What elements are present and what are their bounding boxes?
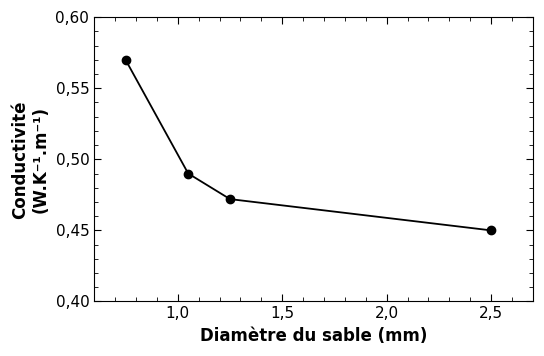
X-axis label: Diamètre du sable (mm): Diamètre du sable (mm) <box>200 327 427 345</box>
Y-axis label: Conductivité
(W.K⁻¹.m⁻¹): Conductivité (W.K⁻¹.m⁻¹) <box>11 100 50 219</box>
